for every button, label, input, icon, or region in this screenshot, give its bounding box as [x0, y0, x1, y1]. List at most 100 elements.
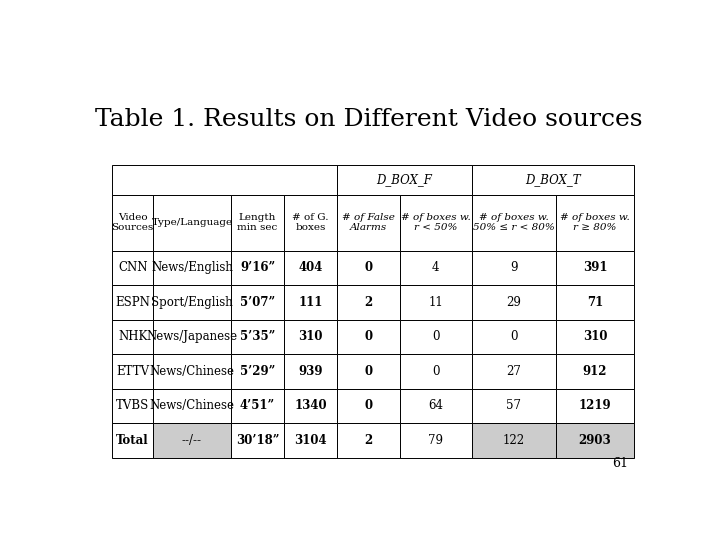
- Bar: [284, 251, 337, 285]
- Text: 5’07”: 5’07”: [240, 296, 275, 309]
- Bar: [337, 389, 400, 423]
- Bar: [556, 354, 634, 389]
- Text: 2903: 2903: [579, 434, 611, 447]
- Bar: [284, 285, 337, 320]
- Bar: [112, 194, 153, 251]
- Text: Table 1. Results on Different Video sources: Table 1. Results on Different Video sour…: [95, 109, 643, 131]
- Bar: [153, 354, 231, 389]
- Text: # of boxes w.
50% ≤ r < 80%: # of boxes w. 50% ≤ r < 80%: [473, 213, 554, 232]
- Text: # of boxes w.
r < 50%: # of boxes w. r < 50%: [401, 213, 471, 232]
- Text: 2: 2: [364, 296, 373, 309]
- Bar: [153, 194, 231, 251]
- Text: CNN: CNN: [118, 261, 148, 274]
- Text: 310: 310: [299, 330, 323, 343]
- Text: D_BOX_F: D_BOX_F: [377, 173, 433, 186]
- Text: Length
min sec: Length min sec: [238, 213, 278, 232]
- Bar: [472, 165, 634, 194]
- Bar: [112, 320, 153, 354]
- Text: 29: 29: [506, 296, 521, 309]
- Bar: [231, 194, 284, 251]
- Bar: [231, 251, 284, 285]
- Bar: [556, 423, 634, 458]
- Text: TVBS: TVBS: [116, 400, 149, 413]
- Bar: [284, 354, 337, 389]
- Text: 0: 0: [364, 400, 372, 413]
- Bar: [153, 389, 231, 423]
- Bar: [337, 251, 400, 285]
- Text: --/--: --/--: [182, 434, 202, 447]
- Text: 3104: 3104: [294, 434, 327, 447]
- Text: 27: 27: [506, 365, 521, 378]
- Text: News/Japanese: News/Japanese: [146, 330, 238, 343]
- Text: 404: 404: [299, 261, 323, 274]
- Text: 0: 0: [364, 330, 372, 343]
- Text: 1219: 1219: [579, 400, 611, 413]
- Bar: [472, 389, 556, 423]
- Text: News/Chinese: News/Chinese: [150, 365, 235, 378]
- Text: 939: 939: [299, 365, 323, 378]
- Bar: [400, 423, 472, 458]
- Text: # of boxes w.
r ≥ 80%: # of boxes w. r ≥ 80%: [560, 213, 630, 232]
- Text: 4: 4: [432, 261, 439, 274]
- Bar: [284, 320, 337, 354]
- Bar: [337, 423, 400, 458]
- Bar: [153, 320, 231, 354]
- Bar: [284, 194, 337, 251]
- Bar: [153, 251, 231, 285]
- Bar: [337, 354, 400, 389]
- Bar: [153, 423, 231, 458]
- Text: # of G.
boxes: # of G. boxes: [292, 213, 329, 232]
- Bar: [472, 320, 556, 354]
- Bar: [400, 285, 472, 320]
- Bar: [556, 251, 634, 285]
- Text: 61: 61: [613, 457, 629, 470]
- Bar: [472, 194, 556, 251]
- Bar: [400, 194, 472, 251]
- Text: D_BOX_T: D_BOX_T: [525, 173, 580, 186]
- Text: 64: 64: [428, 400, 444, 413]
- Bar: [472, 251, 556, 285]
- Text: 5’35”: 5’35”: [240, 330, 275, 343]
- Bar: [112, 389, 153, 423]
- Text: 0: 0: [510, 330, 518, 343]
- Text: 30’18”: 30’18”: [236, 434, 279, 447]
- Text: 912: 912: [582, 365, 607, 378]
- Bar: [556, 285, 634, 320]
- Text: 0: 0: [364, 365, 372, 378]
- Bar: [284, 389, 337, 423]
- Text: 9’16”: 9’16”: [240, 261, 275, 274]
- Text: 57: 57: [506, 400, 521, 413]
- Text: ESPN: ESPN: [115, 296, 150, 309]
- Bar: [400, 251, 472, 285]
- Bar: [337, 194, 400, 251]
- Text: 1340: 1340: [294, 400, 327, 413]
- Bar: [400, 320, 472, 354]
- Text: 0: 0: [364, 261, 372, 274]
- Bar: [472, 354, 556, 389]
- Bar: [556, 389, 634, 423]
- Bar: [400, 389, 472, 423]
- Bar: [153, 285, 231, 320]
- Bar: [337, 285, 400, 320]
- Bar: [556, 320, 634, 354]
- Bar: [472, 423, 556, 458]
- Text: Type/Language: Type/Language: [151, 218, 233, 227]
- Text: News/English: News/English: [151, 261, 233, 274]
- Bar: [112, 423, 153, 458]
- Text: 310: 310: [582, 330, 607, 343]
- Bar: [337, 320, 400, 354]
- Bar: [112, 354, 153, 389]
- Text: 0: 0: [432, 365, 439, 378]
- Bar: [231, 423, 284, 458]
- Text: Video
Sources: Video Sources: [112, 213, 154, 232]
- Text: 111: 111: [299, 296, 323, 309]
- Text: 0: 0: [432, 330, 439, 343]
- Text: News/Chinese: News/Chinese: [150, 400, 235, 413]
- Text: 2: 2: [364, 434, 373, 447]
- Text: 79: 79: [428, 434, 444, 447]
- Text: 71: 71: [587, 296, 603, 309]
- Text: 122: 122: [503, 434, 525, 447]
- Text: 391: 391: [582, 261, 607, 274]
- Text: ETTV: ETTV: [116, 365, 149, 378]
- Text: Total: Total: [117, 434, 149, 447]
